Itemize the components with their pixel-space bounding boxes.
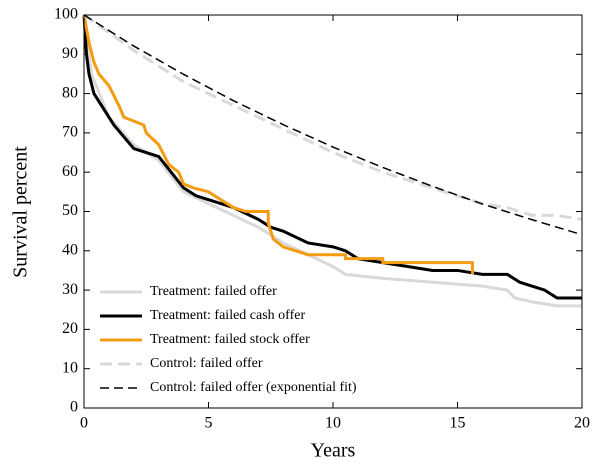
x-tick-label: 20 <box>574 415 590 432</box>
plot-frame <box>83 14 583 409</box>
y-tick-label: 40 <box>62 241 78 258</box>
legend-label: Treatment: failed stock offer <box>150 332 310 347</box>
y-tick-label: 20 <box>62 320 78 337</box>
y-tick-label: 30 <box>62 281 78 298</box>
y-tick-label: 80 <box>62 84 78 101</box>
series-line <box>83 13 583 221</box>
series-line <box>82 14 474 275</box>
x-tick-label: 10 <box>325 415 341 432</box>
series-line <box>83 14 583 236</box>
y-tick-label: 90 <box>62 45 78 62</box>
y-tick-label: 100 <box>54 6 78 23</box>
legend-label: Control: failed offer <box>150 356 263 371</box>
y-tick-label: 70 <box>62 124 78 141</box>
y-tick-label: 60 <box>62 163 78 180</box>
series-line <box>82 14 582 308</box>
y-axis-label: Survival percent <box>10 146 32 278</box>
legend-label: Treatment: failed cash offer <box>150 308 305 323</box>
y-tick-label: 10 <box>62 359 78 376</box>
y-tick-label: 50 <box>62 202 78 219</box>
x-axis-label: Years <box>311 440 356 462</box>
x-tick-label: 15 <box>450 415 466 432</box>
x-tick-label: 5 <box>205 415 213 432</box>
y-tick-label: 0 <box>70 399 78 416</box>
legend-label: Control: failed offer (exponential fit) <box>150 380 357 395</box>
x-tick-label: 0 <box>80 415 88 432</box>
legend-label: Treatment: failed offer <box>150 284 277 299</box>
